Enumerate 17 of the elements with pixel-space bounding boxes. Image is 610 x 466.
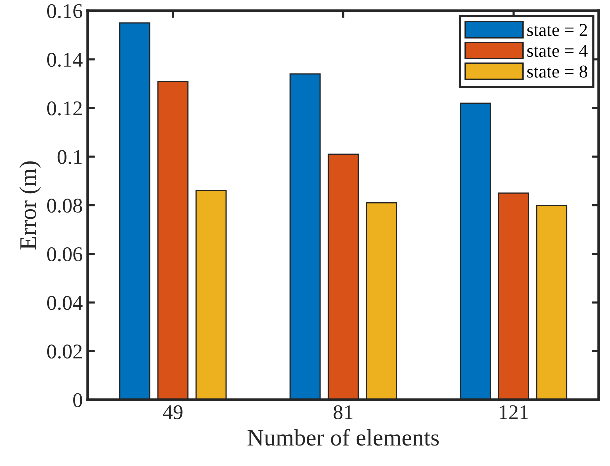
y-tick-label: 0.04	[47, 296, 83, 310]
x-tick-label: 121	[500, 406, 528, 420]
legend-label: state = 8	[528, 66, 588, 78]
y-tick-label: 0	[74, 393, 82, 408]
legend-label: state = 2	[528, 24, 588, 36]
x-axis-title: Number of elements	[248, 429, 440, 446]
x-tick-label: 49	[163, 406, 183, 420]
y-tick-label: 0.16	[47, 4, 83, 19]
y-tick-label: 0.14	[47, 53, 83, 68]
y-tick-label: 0.06	[47, 248, 83, 262]
y-tick-label: 0.12	[47, 102, 82, 116]
y-tick-label: 0.08	[47, 198, 82, 214]
y-tick-label: 0.1	[58, 150, 82, 164]
y-tick-label: 0.02	[47, 344, 82, 359]
legend-label: state = 4	[528, 45, 588, 58]
x-tick-label: 81	[334, 405, 353, 420]
y-axis-title: Error (m)	[20, 162, 42, 250]
